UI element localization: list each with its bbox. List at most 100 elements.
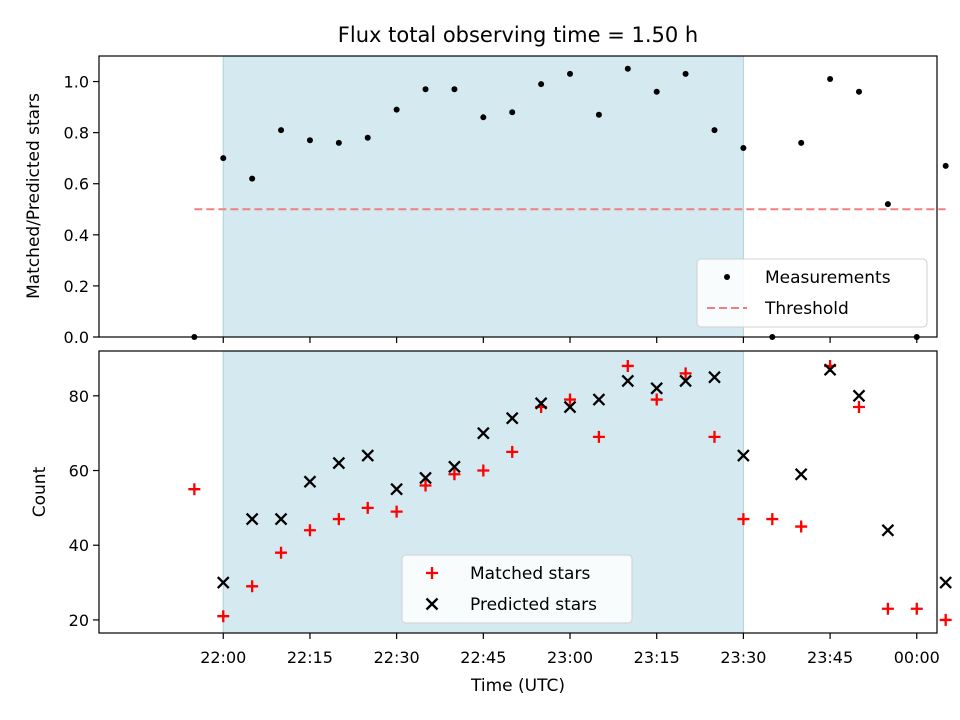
data-point [592,393,606,406]
data-point [939,576,952,589]
data-point [245,512,259,526]
data-point [361,449,375,462]
legend-box [696,258,928,328]
bottom-y-axis-label: Count [30,466,50,517]
legend-box [401,554,633,624]
data-point [823,363,837,376]
data-point [881,523,895,537]
data-point [448,460,461,474]
y-tick-label: 40 [69,536,89,555]
y-tick-label: 1.0 [64,73,89,92]
data-point [275,546,288,559]
series-measurements [191,65,949,340]
legend-marker [724,274,730,280]
data-point [679,374,692,388]
x-tick-label: 22:45 [460,648,506,667]
data-point [361,501,374,514]
data-point [711,127,718,134]
data-point [682,70,689,77]
data-point [332,513,345,526]
data-point [448,468,461,481]
y-tick-label: 0.0 [64,328,89,347]
axes-frame [98,55,938,338]
data-point [303,475,317,489]
legend: Matched stars Predicted stars [401,554,633,624]
data-point [506,445,519,458]
data-point [592,430,605,443]
data-point [852,389,866,403]
top-y-axis-label: Matched/Predicted stars [24,93,44,299]
y-tick-label: 0.8 [64,124,89,143]
data-point [621,359,634,372]
x-tick-label: 22:00 [200,648,246,667]
data-point [795,520,808,533]
data-point [650,393,663,406]
data-point [419,471,432,485]
legend-label: Matched stars [470,564,590,584]
data-point [567,70,574,77]
data-point [621,374,635,388]
top-panel: 0.0 0.2 0.4 0.6 0.8 1.0 Measurements Threshold [64,55,949,347]
data-point [477,464,490,477]
data-point [505,411,519,425]
axes-frame [98,350,938,634]
data-point [480,114,487,121]
data-point [306,137,313,144]
chart-title: Flux total observing time = 1.50 h [338,23,698,47]
data-point [390,482,403,496]
y-tick-label: 0.2 [64,277,89,296]
data-point [217,610,230,623]
legend-marker [425,597,439,611]
series-predicted-stars [216,363,952,589]
y-tick-label: 60 [69,462,89,481]
data-point [563,400,577,414]
data-point [939,613,952,626]
data-point [855,88,862,95]
data-point [509,109,516,116]
data-point [679,367,692,380]
data-point [798,139,805,146]
x-tick-label: 23:00 [547,648,593,667]
legend-label: Measurements [765,268,891,288]
data-point [794,467,808,481]
data-point [332,456,346,470]
x-tick-label: 22:30 [374,648,420,667]
x-tick-label: 00:00 [894,648,940,667]
data-point [216,576,230,589]
legend: Measurements Threshold [696,258,928,328]
data-point [653,88,660,95]
legend-marker [426,567,438,579]
data-point [274,512,288,526]
data-point [740,144,747,151]
data-point [335,139,342,146]
legend-label: Predicted stars [470,595,597,615]
data-point [188,483,201,496]
y-tick-label: 80 [69,387,89,406]
bottom-panel: 20 40 60 80 22:00 22:15 22:30 22:45 23:00 23:15 23… [69,350,952,667]
data-point [737,449,750,462]
data-point [246,580,259,593]
data-point [884,201,891,208]
data-point [942,162,949,169]
data-point [650,382,664,395]
data-point [737,513,750,526]
series-matched-stars [188,359,952,626]
data-point [419,479,432,492]
data-point [881,602,894,615]
data-point [708,370,721,384]
data-point [422,86,429,93]
data-point [220,155,227,162]
data-point [624,65,631,72]
data-point [852,401,865,414]
y-tick-label: 0.4 [64,226,89,245]
data-point [766,513,779,526]
data-point [827,75,834,82]
data-point [477,426,490,440]
data-point [538,81,545,88]
data-point [534,396,548,410]
data-point [390,505,403,518]
observing-window-shade [223,56,744,337]
data-point [278,127,285,134]
x-axis-label: Time (UTC) [470,676,565,696]
